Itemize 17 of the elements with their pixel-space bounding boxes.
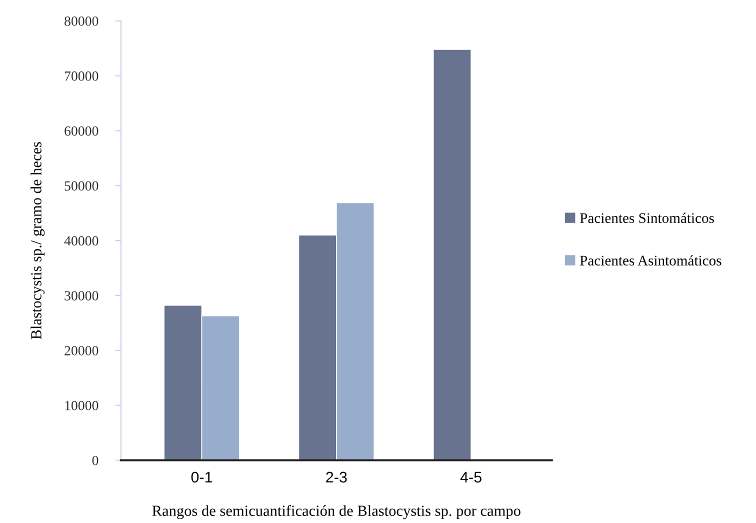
- y-tick-label: 0: [92, 456, 98, 466]
- y-axis-title: Blastocystis sp./ gramo de heces: [30, 142, 45, 340]
- y-tick-label: 60000: [64, 126, 98, 136]
- y-tick-label: 30000: [64, 291, 98, 300]
- legend-label: Pacientes Asintomáticos: [580, 255, 722, 266]
- y-tick-label: 10000: [65, 400, 98, 410]
- y-tick-label: 80000: [64, 16, 98, 26]
- x-tick-label: 2-3: [326, 472, 347, 483]
- x-tick-label: 0-1: [191, 472, 212, 483]
- y-tick-label: 70000: [64, 71, 98, 81]
- bar: [432, 49, 472, 460]
- x-axis-title: Rangos de semicuantificación de Blastocystis sp. por campo: [152, 505, 520, 520]
- y-tick-label: 50000: [64, 181, 98, 191]
- x-tick-label: 4-5: [460, 472, 482, 483]
- y-tick-label: 40000: [64, 236, 98, 246]
- legend-label: Pacientes Sintomáticos: [580, 212, 714, 224]
- y-tick-label: 20000: [64, 346, 98, 356]
